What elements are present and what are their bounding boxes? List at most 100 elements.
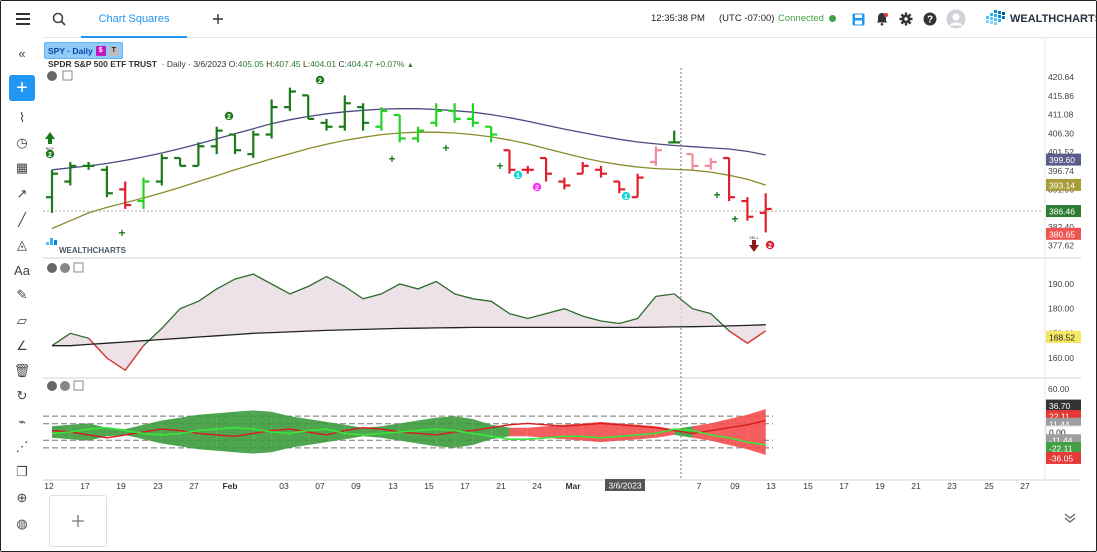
- price-bar: [338, 95, 351, 131]
- add-icon[interactable]: +: [9, 75, 35, 101]
- drawing-toolbar: « + ⌇ ◷ ▦ ↗ ╱ ◬ Aa ✎ ▱ ∠ 🗑 ↻ ⌁ ⋰ ❐ ⊕ ◍: [1, 37, 42, 551]
- price-bar: [576, 161, 589, 175]
- price-bar: [82, 161, 95, 170]
- ruler-icon[interactable]: ▱: [17, 313, 27, 328]
- indicator-badge-label: -22.11: [1049, 443, 1073, 453]
- symbol-name: SPDR S&P 500 ETF TRUST: [48, 59, 157, 69]
- collapse-icon[interactable]: «: [18, 45, 26, 61]
- buy-arrow-icon: [45, 132, 55, 144]
- band-fill: [418, 417, 437, 447]
- signal-count: 2: [535, 185, 539, 192]
- shapes-icon[interactable]: ◬: [17, 237, 27, 252]
- signal-count: 1: [516, 173, 520, 180]
- chart-icon[interactable]: ⌁: [18, 414, 26, 429]
- date-tick-label: 15: [803, 481, 813, 491]
- connection-dot: [828, 14, 836, 22]
- slow-moving-average: [51, 131, 766, 230]
- add-panel-button[interactable]: [49, 495, 107, 547]
- price-bar: [595, 165, 607, 178]
- refresh-icon[interactable]: ↻: [16, 388, 28, 403]
- add-tab-button[interactable]: [208, 9, 228, 29]
- help-icon[interactable]: ?: [920, 9, 940, 29]
- text-tool-icon[interactable]: Aa: [14, 262, 30, 278]
- price-tick-label: 411.08: [1048, 110, 1074, 120]
- price-bar: [723, 156, 736, 202]
- price-bar: [412, 126, 424, 143]
- price-bar: [192, 142, 205, 167]
- band-fill: [472, 419, 492, 445]
- high-label: H:: [266, 59, 275, 69]
- price-bar: [174, 156, 187, 167]
- tab-chart-squares[interactable]: Chart Squares: [81, 1, 187, 38]
- pane-collapse-icon: [60, 381, 70, 391]
- open-value: 405.05: [237, 59, 264, 69]
- watermark-logo: [50, 238, 53, 245]
- angle-icon[interactable]: ∠: [16, 338, 28, 353]
- date-tick-label: 7: [697, 481, 702, 491]
- ohlc-info: SPDR S&P 500 ETF TRUST · Daily · 3/6/202…: [48, 59, 414, 69]
- pane-settings-icon: [47, 381, 57, 391]
- band-fill: [747, 409, 766, 455]
- nodes-icon[interactable]: ⋰: [15, 439, 29, 454]
- date-tick-label: 24: [532, 481, 542, 491]
- open-label: O:: [228, 59, 238, 69]
- chart-canvas[interactable]: 420.64415.86411.08406.30401.52396.74391.…: [43, 38, 1081, 493]
- symbol-selector[interactable]: SPY · Daily $ T: [44, 42, 123, 59]
- price-bar: [466, 103, 479, 127]
- search-icon[interactable]: [49, 9, 69, 29]
- plus-marker-icon: +: [442, 141, 449, 155]
- band-fill: [161, 417, 181, 447]
- price-bar: [668, 130, 681, 144]
- globe-icon[interactable]: ◍: [16, 516, 28, 531]
- avatar[interactable]: [946, 9, 966, 29]
- copy-icon[interactable]: ❐: [16, 464, 28, 479]
- price-bar: [686, 153, 699, 170]
- indicator-tick-label: 190.00: [1048, 279, 1074, 289]
- price-bar: [64, 161, 77, 186]
- price-tick-label: 420.64: [1048, 72, 1074, 82]
- brand-name: WEALTHCHARTS: [1010, 13, 1097, 25]
- line-tool-icon[interactable]: ╱: [18, 212, 26, 227]
- date-tick-label: 09: [351, 481, 361, 491]
- price-bar: [448, 103, 461, 123]
- chevron-down-icon[interactable]: [1064, 511, 1076, 526]
- price-badge: [1046, 178, 1081, 191]
- oscillator-negative: [88, 337, 145, 372]
- price-bar: [247, 130, 260, 159]
- crosshair-icon[interactable]: ⊕: [16, 490, 28, 505]
- plus-icon: [72, 515, 84, 527]
- plus-marker-icon: +: [731, 212, 738, 226]
- brand-logo: WEALTHCHARTS: [986, 9, 1097, 29]
- oscillator-negative: [728, 330, 767, 344]
- price-badge-label: 380.65: [1049, 229, 1075, 239]
- indicator-badge-label: 22.11: [1049, 412, 1070, 422]
- close-value: 404.47: [347, 59, 373, 69]
- date-tick-label: 23: [153, 481, 163, 491]
- price-tick-label: 406.30: [1048, 128, 1074, 138]
- trash-icon[interactable]: 🗑: [13, 363, 31, 378]
- indicator-badge-label: -36.05: [1049, 453, 1073, 463]
- signal-count: 2: [768, 243, 772, 250]
- signal-dot-icon: [765, 240, 775, 250]
- hamburger-icon[interactable]: [13, 9, 33, 29]
- price-bar: [357, 103, 370, 131]
- price-badge-label: 399.60: [1049, 155, 1075, 165]
- gear-icon[interactable]: [896, 9, 916, 29]
- signal-dot-icon: [532, 182, 542, 192]
- pencil-icon[interactable]: ✎: [16, 287, 28, 302]
- alerts-icon[interactable]: [872, 9, 892, 29]
- price-bar: [265, 99, 278, 139]
- calendar-icon[interactable]: ▦: [15, 160, 29, 175]
- band-fill: [308, 419, 327, 445]
- save-icon[interactable]: [848, 9, 868, 29]
- price-bar: [137, 177, 150, 209]
- price-bar: [741, 197, 754, 221]
- indicators-icon[interactable]: ⌇: [18, 110, 26, 125]
- price-badge: [1046, 227, 1081, 240]
- clock-icon[interactable]: ◷: [16, 135, 28, 150]
- price-bar: [558, 177, 571, 190]
- sell-label: SELL: [749, 235, 760, 240]
- timezone[interactable]: (UTC -07:00): [719, 13, 775, 24]
- watermark-text: WEALTHCHARTS: [59, 246, 127, 255]
- trend-icon[interactable]: ↗: [16, 186, 28, 201]
